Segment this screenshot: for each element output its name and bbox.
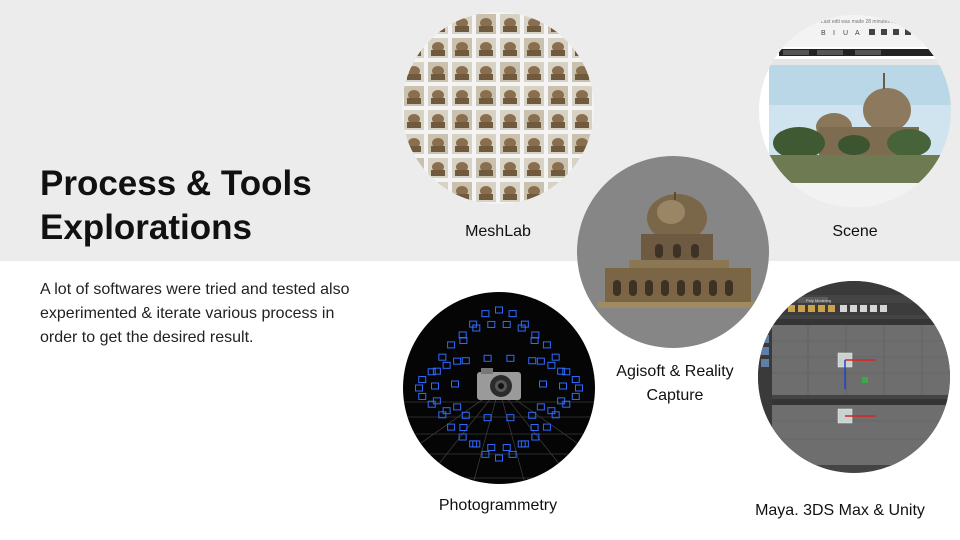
slide-title: Process & Tools Explorations bbox=[40, 162, 380, 250]
slide-description: A lot of softwares were tried and tested… bbox=[40, 281, 350, 346]
slide-title-line-2: Explorations bbox=[40, 208, 252, 247]
maya-caption: Maya. 3DS Max & Unity bbox=[755, 502, 925, 519]
scene-caption: Scene bbox=[832, 223, 878, 240]
photogrammetry-caption: Photogrammetry bbox=[438, 497, 558, 514]
agisoft-image bbox=[577, 156, 769, 348]
meshlab-image bbox=[402, 12, 594, 204]
svg-text:U: U bbox=[843, 30, 848, 37]
agisoft-caption: Agisoft & Reality Capture bbox=[595, 360, 755, 408]
maya-menu-text: Poly Modeling bbox=[806, 298, 831, 303]
svg-text:B: B bbox=[821, 30, 826, 37]
scene-toolbar-text: Last edit was made 28 minutes ago bbox=[821, 19, 900, 25]
agisoft-caption-line-1: Agisoft & Reality bbox=[616, 363, 734, 380]
photogrammetry-image bbox=[403, 292, 595, 484]
meshlab-caption: MeshLab bbox=[465, 223, 531, 240]
svg-text:A: A bbox=[855, 30, 860, 37]
agisoft-caption-line-2: Capture bbox=[646, 387, 704, 404]
slide-title-line-1: Process & Tools bbox=[40, 164, 312, 203]
svg-text:I: I bbox=[833, 30, 835, 37]
maya-image: Poly Modeling bbox=[758, 281, 950, 473]
